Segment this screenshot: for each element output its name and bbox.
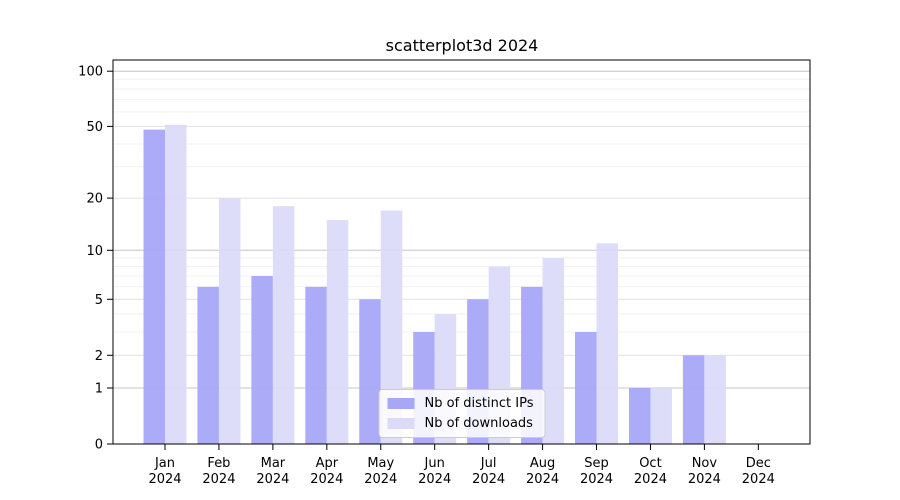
legend-item-downloads: Nb of downloads [387,416,534,431]
x-tick-label-month: Apr [316,456,339,471]
x-tick-label-month: Feb [207,456,230,471]
y-tick-label: 2 [95,349,103,364]
legend-item-distinct-ips: Nb of distinct IPs [387,396,534,411]
x-tick-label-month: Jan [154,456,175,471]
x-tick-label-year: 2024 [634,472,667,487]
x-tick-label-month: Aug [530,456,555,471]
bar-downloads-nov [704,355,726,444]
x-tick-label-month: Jun [424,456,445,471]
bar-ips-apr [305,286,327,444]
bar-downloads-oct [650,388,672,444]
legend-swatch-downloads [387,418,415,429]
x-tick-label-year: 2024 [526,472,559,487]
y-tick-label: 10 [86,244,103,259]
x-tick-label-year: 2024 [418,472,451,487]
x-tick-label-month: Oct [639,456,661,471]
x-tick-label-month: Jul [480,456,497,471]
bar-ips-may [359,299,381,444]
x-tick-label-month: Mar [261,456,286,471]
bar-downloads-sep [596,243,619,444]
plot-border [112,59,811,445]
legend: Nb of distinct IPs Nb of downloads [378,389,546,438]
legend-swatch-distinct-ips [387,398,415,409]
bar-ips-jan [143,129,165,444]
chart-title: scatterplot3d 2024 [385,36,539,55]
x-tick-label-year: 2024 [202,472,235,487]
bar-downloads-apr [326,220,349,444]
bar-downloads-feb [218,198,241,444]
y-tick-label: 5 [95,293,103,308]
y-tick-label: 20 [86,192,103,207]
y-tick-label: 1 [95,382,103,397]
x-tick-label-year: 2024 [742,472,775,487]
x-tick-label-year: 2024 [688,472,721,487]
bar-downloads-aug [542,258,565,444]
x-tick-label-month: May [367,456,394,471]
x-tick-label-year: 2024 [472,472,505,487]
x-tick-label-year: 2024 [580,472,613,487]
x-tick-label-year: 2024 [148,472,181,487]
bar-downloads-mar [272,206,295,444]
x-tick-label-month: Sep [584,456,609,471]
bar-downloads-may [380,210,403,444]
bar-ips-sep [575,332,597,444]
y-tick-label: 100 [78,65,103,80]
bar-ips-mar [251,276,273,444]
bar-ips-feb [197,286,219,444]
y-tick-label: 50 [86,120,103,135]
bar-ips-nov [682,355,705,444]
legend-label-distinct-ips: Nb of distinct IPs [424,396,534,411]
x-tick-label-month: Dec [746,456,771,471]
x-tick-label-year: 2024 [310,472,343,487]
bar-ips-oct [628,388,651,444]
legend-label-downloads: Nb of downloads [424,416,533,431]
x-tick-label-month: Nov [692,456,718,471]
x-tick-label-year: 2024 [256,472,289,487]
bar-downloads-jan [165,124,187,445]
y-tick-label: 0 [95,438,103,453]
x-tick-label-year: 2024 [364,472,397,487]
